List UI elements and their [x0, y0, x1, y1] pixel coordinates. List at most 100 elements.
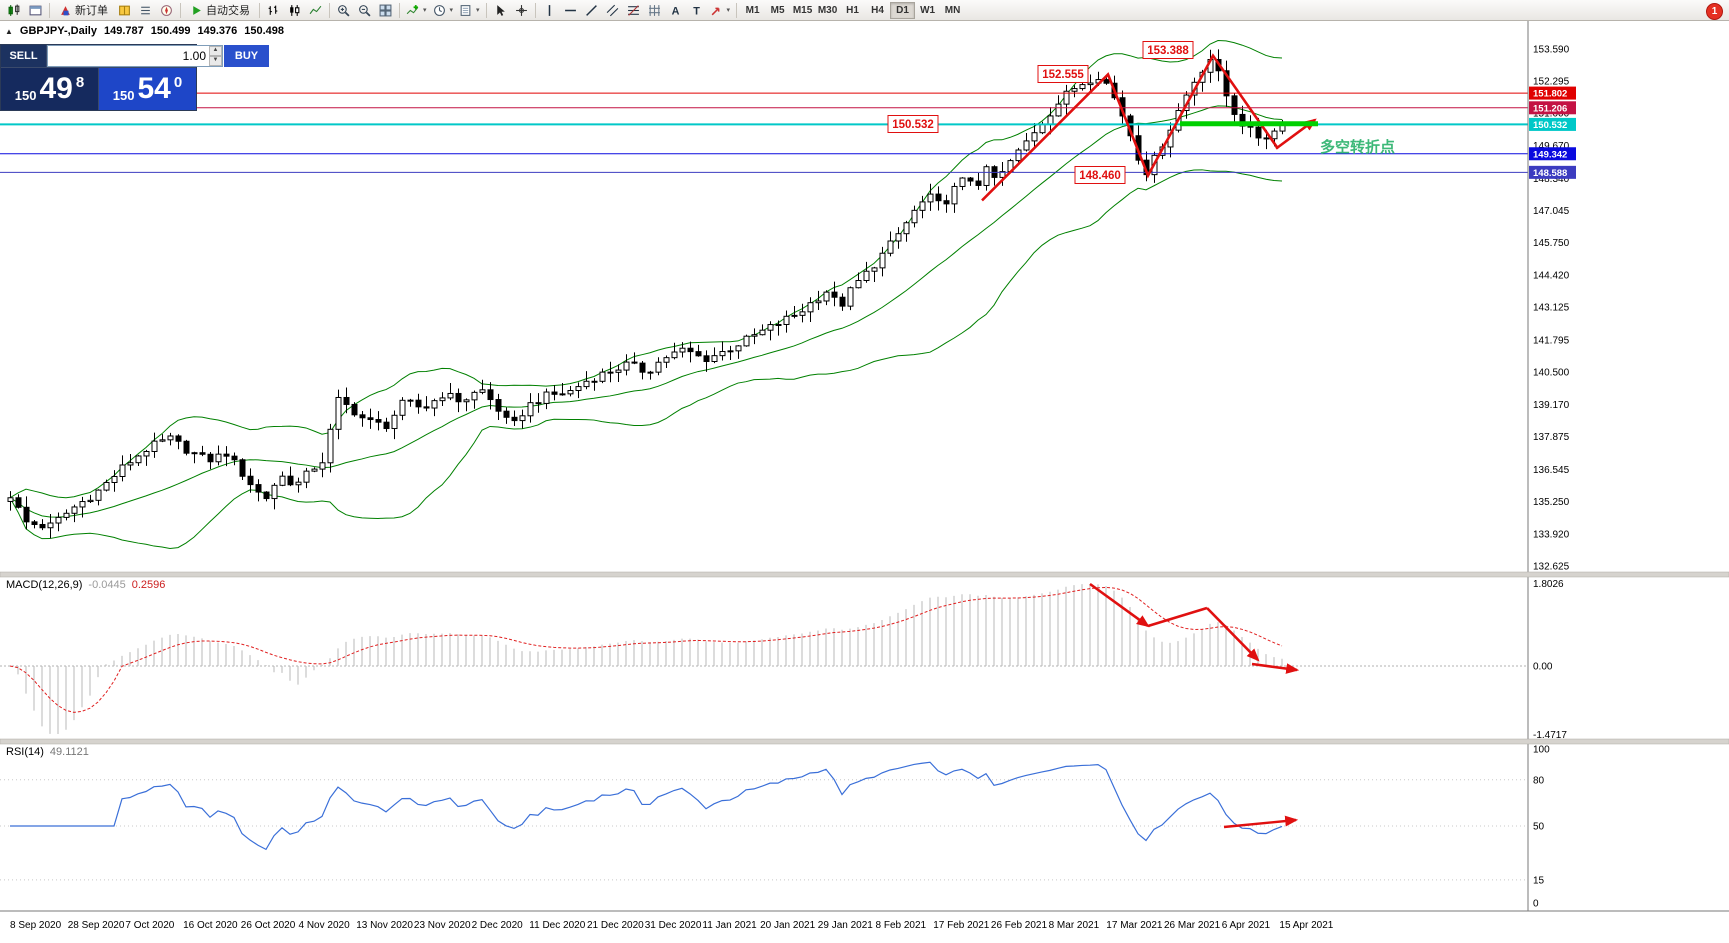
time-axis-label: 17 Feb 2021: [933, 920, 990, 931]
candlestick-chart-button[interactable]: [284, 1, 305, 19]
market-watch-button[interactable]: [114, 1, 135, 19]
rsi-axis-label: 100: [1533, 745, 1550, 756]
time-axis-label: 8 Sep 2020: [10, 920, 62, 931]
zoom-in-button[interactable]: [333, 1, 354, 19]
macd-trend-arrow[interactable]: [1206, 607, 1260, 662]
cursor-icon: [494, 4, 507, 17]
crosshair-button[interactable]: [511, 1, 532, 19]
templates-button[interactable]: ▾: [456, 1, 483, 19]
horizontal-line-button[interactable]: [560, 1, 581, 19]
price-axis-label: 152.295: [1533, 76, 1570, 87]
price-tag-box[interactable]: [1074, 166, 1126, 184]
timeframe-h1-button[interactable]: H1: [840, 2, 865, 19]
trend-zigzag-line[interactable]: [981, 53, 1280, 202]
price-badge-label: 151.802: [1533, 89, 1567, 100]
sell-button[interactable]: SELL: [1, 45, 46, 67]
indicators-button[interactable]: ▾: [403, 1, 430, 19]
equidistant-channel-button[interactable]: [602, 1, 623, 19]
rsi-trend-arrow[interactable]: [1223, 815, 1299, 829]
timeframe-m15-button[interactable]: M15: [790, 2, 815, 19]
volume-input[interactable]: [48, 46, 209, 66]
text-label-button[interactable]: T: [686, 1, 707, 19]
bollinger-middle-band: [9, 105, 1283, 518]
ohlc-open: 149.787: [103, 25, 144, 37]
price-badge-label: 149.342: [1533, 149, 1567, 160]
data-window-button[interactable]: [135, 1, 156, 19]
price-axis-label: 132.625: [1533, 561, 1570, 572]
trendline-button[interactable]: [581, 1, 602, 19]
timeframe-m5-button[interactable]: M5: [765, 2, 790, 19]
timeframe-d1-button[interactable]: D1: [890, 1, 916, 19]
macd-trend-arrow[interactable]: [1251, 662, 1300, 674]
time-axis-label: 6 Apr 2021: [1222, 920, 1271, 931]
collapse-panel-icon[interactable]: ▲: [5, 26, 13, 36]
text-button[interactable]: A: [665, 1, 686, 19]
price-axis-label: 153.590: [1533, 45, 1570, 56]
macd-signal-value: 0.2596: [131, 579, 166, 591]
tile-windows-button[interactable]: [375, 1, 396, 19]
gridtool-icon: [648, 4, 661, 17]
price-tag-box[interactable]: [887, 115, 939, 133]
cursor-button[interactable]: [490, 1, 511, 19]
buy-button[interactable]: BUY: [224, 45, 269, 67]
volume-down-button[interactable]: ▼: [209, 56, 222, 66]
toolbar-separator: [180, 2, 181, 18]
timeframe-m30-button[interactable]: M30: [815, 2, 840, 19]
timeframe-mn-button[interactable]: MN: [940, 2, 965, 19]
buy-price-display[interactable]: 150 54 0: [99, 68, 196, 110]
linechart-icon: [309, 4, 322, 17]
timeframe-h4-button[interactable]: H4: [865, 2, 890, 19]
volume-up-button[interactable]: ▲: [209, 46, 222, 56]
time-axis-label: 28 Sep 2020: [68, 920, 125, 931]
panel-separator-2[interactable]: [0, 738, 1729, 745]
compass-icon: [160, 4, 173, 17]
autotrading-button[interactable]: 自动交易: [184, 1, 256, 19]
price-axis-label: 135.250: [1533, 497, 1570, 508]
sell-price-whole: 150: [14, 88, 37, 103]
macd-trend-arrow[interactable]: [1089, 582, 1150, 628]
navigator-button[interactable]: [156, 1, 177, 19]
timeframe-m1-button[interactable]: M1: [740, 2, 765, 19]
rsi-axis-label: 50: [1533, 822, 1545, 833]
time-axis-label: 4 Nov 2020: [299, 920, 351, 931]
fibonacci-retracement-button[interactable]: [623, 1, 644, 19]
price-axis-label: 149.670: [1533, 141, 1570, 152]
svg-text:A: A: [671, 5, 679, 17]
vertical-line-button[interactable]: [539, 1, 560, 19]
zoomout-icon: [358, 4, 371, 17]
bollinger-lower-band: [9, 169, 1283, 550]
time-axis-label: 8 Mar 2021: [1049, 920, 1100, 931]
time-axis-label: 26 Oct 2020: [241, 920, 296, 931]
chart-profiles-button[interactable]: [25, 1, 46, 19]
macd-main-value: -0.0445: [88, 579, 126, 591]
rsi-indicator-label: RSI(14) 49.1121: [6, 746, 89, 758]
macd-trend-arrow[interactable]: [1147, 606, 1208, 628]
rsi-axis-label: 15: [1533, 875, 1545, 886]
play-icon: [190, 4, 203, 17]
bar-chart-button[interactable]: [263, 1, 284, 19]
arrows-button[interactable]: ▾: [707, 1, 734, 19]
notification-badge[interactable]: 1: [1706, 3, 1723, 20]
price-badge-label: 148.588: [1533, 168, 1567, 179]
rsi-line: [10, 761, 1283, 851]
book-icon: [118, 4, 131, 17]
time-axis[interactable]: [0, 911, 1729, 943]
bull-bear-turning-point-note[interactable]: 多空转折点: [1320, 138, 1395, 156]
dropdown-caret-icon: ▾: [449, 7, 454, 14]
one-click-trading-panel: SELL ▲ ▼ BUY 150 49 8 150 54 0: [0, 44, 269, 111]
panel-separator-1[interactable]: [0, 571, 1729, 578]
tline-icon: [585, 4, 598, 17]
sell-price-display[interactable]: 150 49 8: [1, 68, 98, 110]
zoom-out-button[interactable]: [354, 1, 375, 19]
periods-button[interactable]: ▾: [430, 1, 457, 19]
drawing-grid-button[interactable]: [644, 1, 665, 19]
new-chart-button[interactable]: [4, 1, 25, 19]
zoomin-icon: [337, 4, 350, 17]
price-tag-box[interactable]: [1142, 41, 1194, 59]
new-order-button[interactable]: 新订单: [53, 1, 114, 19]
line-chart-button[interactable]: [305, 1, 326, 19]
timeframe-w1-button[interactable]: W1: [915, 2, 940, 19]
price-tag-box[interactable]: [1037, 65, 1089, 83]
chart-plot-area[interactable]: [0, 22, 1528, 572]
